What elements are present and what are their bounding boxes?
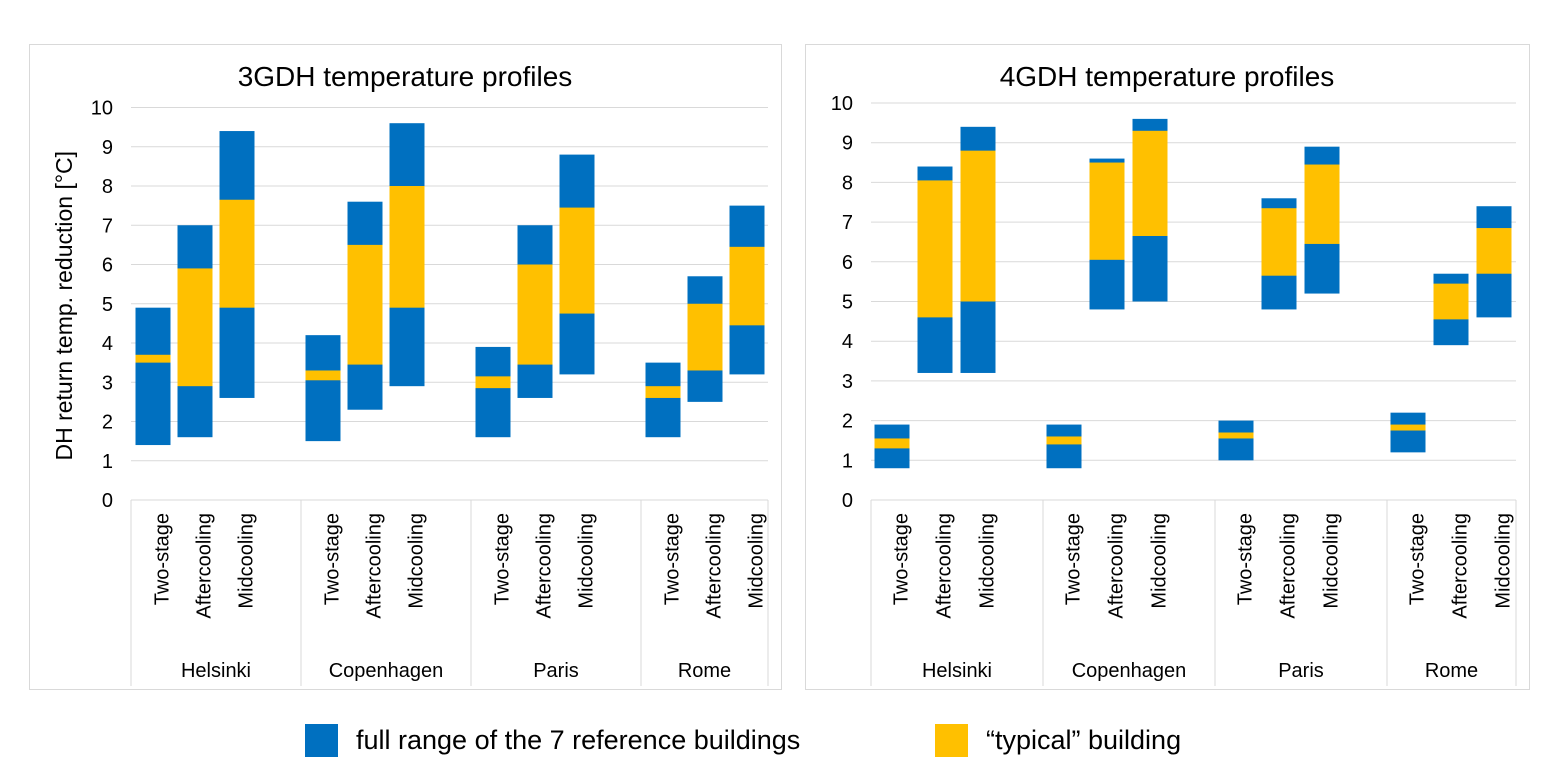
typical-bar (475, 376, 511, 389)
legend-typical: “typical” building (935, 722, 1181, 758)
typical-bar (219, 199, 255, 308)
category-label: Two-stage (1063, 513, 1085, 605)
typical-bar (305, 370, 341, 381)
category-label: Two-stage (662, 513, 684, 605)
y-tick-label: 6 (842, 252, 853, 274)
category-label: Two-stage (322, 513, 344, 605)
typical-bar (347, 244, 383, 365)
y-tick-label: 4 (102, 333, 113, 355)
category-label: Two-stage (152, 513, 174, 605)
group-label: Copenhagen (329, 660, 444, 682)
category-label: Two-stage (891, 513, 913, 605)
category-label: Aftercooling (534, 513, 556, 619)
typical-bar (1218, 432, 1254, 439)
group-label: Helsinki (922, 660, 992, 682)
range-bar (475, 346, 511, 438)
group-label: Helsinki (181, 660, 251, 682)
category-label: Midcooling (1493, 513, 1515, 609)
group-label: Paris (533, 660, 579, 682)
category-label: Midcooling (1321, 513, 1343, 609)
y-tick-label: 10 (831, 93, 853, 115)
category-label: Aftercooling (1450, 513, 1472, 619)
y-tick-label: 5 (102, 294, 113, 316)
range-bar (1218, 420, 1254, 461)
typical-bar (389, 186, 425, 308)
range-bar (645, 362, 681, 438)
typical-bar (135, 354, 171, 363)
category-label: Two-stage (492, 513, 514, 605)
y-tick-label: 2 (102, 412, 113, 434)
y-tick-label: 9 (842, 133, 853, 155)
chart-4gdh: 4GDH temperature profiles 0 1 2 3 4 5 6 7 8 9 10 Hel… (805, 44, 1530, 690)
category-label: Aftercooling (1106, 513, 1128, 619)
legend-label-typical: “typical” building (986, 724, 1182, 755)
y-tick-label: 8 (842, 172, 853, 194)
category-label: Midcooling (406, 513, 428, 609)
category-label: Aftercooling (934, 513, 956, 619)
typical-bar (1390, 424, 1426, 431)
y-tick-label: 0 (102, 490, 113, 512)
y-tick-label: 3 (102, 372, 113, 394)
range-bar (135, 307, 171, 446)
y-tick-label: 7 (102, 215, 113, 237)
y-axis-label: DH return temp. reduction [°C] (51, 151, 77, 461)
legend: full range of the 7 reference buildings (305, 722, 800, 758)
range-bar (1046, 424, 1082, 469)
typical-bar (729, 246, 765, 326)
category-label: Midcooling (236, 513, 258, 609)
group-label: Rome (678, 660, 731, 682)
y-tick-label: 6 (102, 255, 113, 277)
typical-bar (559, 207, 595, 314)
category-label: Midcooling (977, 513, 999, 609)
category-label: Aftercooling (704, 513, 726, 619)
typical-bar (687, 303, 723, 371)
y-tick-label: 10 (91, 98, 113, 120)
category-label: Midcooling (1149, 513, 1171, 609)
y-tick-label: 9 (102, 137, 113, 159)
category-label: Aftercooling (1278, 513, 1300, 619)
typical-bar (1261, 208, 1297, 276)
y-tick-label: 4 (842, 331, 853, 353)
typical-bar (1433, 283, 1469, 320)
chart-3gdh: 3GDH temperature profiles 0 1 2 3 4 5 6 7 8 9 10 DH … (29, 44, 782, 690)
typical-bar (1132, 130, 1168, 236)
category-label: Midcooling (746, 513, 768, 609)
y-tick-label: 7 (842, 212, 853, 234)
typical-bar (645, 386, 681, 398)
y-tick-label: 2 (842, 411, 853, 433)
typical-bar (1089, 162, 1125, 260)
chart-title: 3GDH temperature profiles (238, 61, 573, 92)
typical-bar (177, 268, 213, 387)
y-tick-label: 8 (102, 176, 113, 198)
y-tick-label: 0 (842, 490, 853, 512)
legend-swatch-range (305, 723, 338, 757)
range-bar (305, 335, 341, 442)
category-label: Two-stage (1407, 513, 1429, 605)
category-label: Two-stage (1235, 513, 1257, 605)
typical-bar (917, 180, 953, 318)
group-label: Paris (1278, 660, 1324, 682)
y-tick-label: 1 (102, 451, 113, 473)
chart-title: 4GDH temperature profiles (1000, 61, 1335, 92)
typical-bar (960, 150, 996, 302)
category-label: Midcooling (576, 513, 598, 609)
y-tick-label: 5 (842, 292, 853, 314)
y-tick-label: 1 (842, 450, 853, 472)
typical-bar (1046, 436, 1082, 445)
y-tick-label: 3 (842, 371, 853, 393)
legend-swatch-typical (935, 723, 968, 757)
group-label: Copenhagen (1072, 660, 1187, 682)
category-label: Aftercooling (194, 513, 216, 619)
group-label: Rome (1425, 660, 1478, 682)
category-label: Aftercooling (364, 513, 386, 619)
range-bar (1390, 412, 1426, 453)
typical-bar (1476, 228, 1512, 274)
typical-bar (517, 264, 553, 365)
typical-bar (874, 438, 910, 449)
typical-bar (1304, 164, 1340, 244)
legend-label-range: full range of the 7 reference buildings (356, 724, 801, 755)
